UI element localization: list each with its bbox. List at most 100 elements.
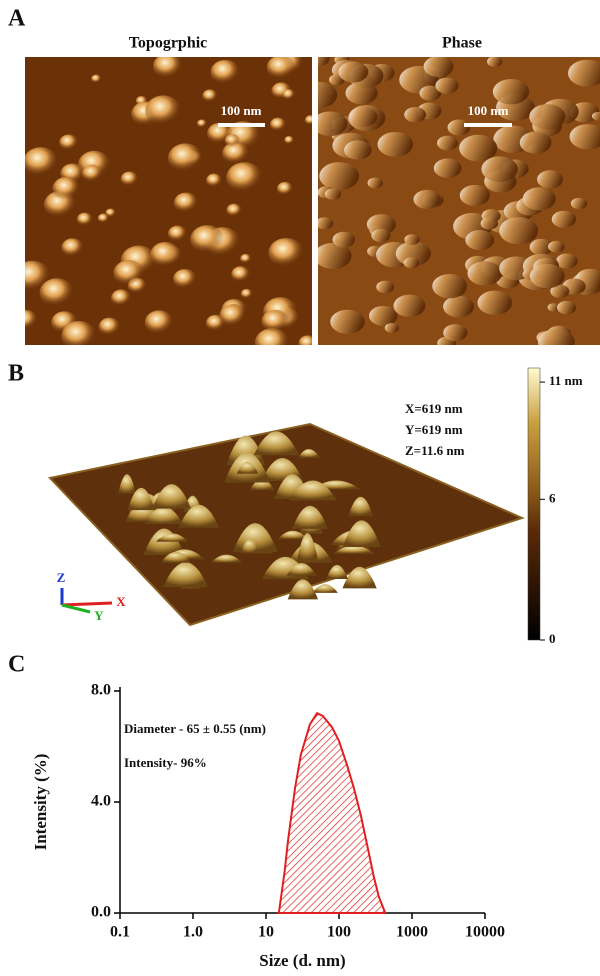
particle [111, 289, 131, 306]
colorbar [528, 368, 540, 640]
image-title: Topogrphic [129, 35, 208, 52]
particle [319, 162, 359, 190]
figure: A Topogrphic Phase 100 nm 100 nm B X=619… [0, 0, 600, 976]
particle [226, 204, 242, 218]
particle [284, 136, 294, 145]
particle [481, 217, 499, 229]
particle [210, 60, 240, 85]
particle [344, 140, 372, 159]
particle [113, 260, 144, 287]
particle [413, 190, 440, 209]
particle [443, 296, 474, 318]
particle [548, 241, 565, 253]
particle [261, 310, 289, 334]
particle [424, 56, 454, 77]
particle [305, 115, 317, 125]
x-tick-label: 100 [327, 924, 351, 941]
particle [350, 107, 378, 127]
particle [270, 118, 287, 132]
particle [105, 208, 116, 217]
colorbar-label: 0 [549, 631, 556, 646]
peak [312, 584, 338, 593]
particle [465, 230, 494, 250]
particle [145, 310, 174, 335]
x-tick-label: 1000 [396, 924, 428, 941]
x-axis-label: Size (d. nm) [259, 951, 345, 970]
panel-label: C [8, 652, 25, 678]
x-tick-label: 0.1 [110, 924, 130, 941]
particle [14, 310, 38, 330]
x-tick-label: 10 [258, 924, 274, 941]
particle [61, 321, 96, 351]
particle [499, 217, 538, 244]
particle [538, 329, 575, 355]
particle [477, 291, 512, 315]
particle [168, 226, 187, 242]
particle [376, 281, 394, 293]
particle [277, 182, 294, 196]
particle [145, 95, 181, 126]
particle [53, 177, 81, 201]
particle [267, 55, 296, 80]
particle [82, 165, 103, 183]
particle [330, 310, 365, 334]
particle [282, 89, 295, 100]
particle [552, 211, 576, 228]
particle [404, 257, 420, 268]
y-axis-label: Intensity (%) [31, 754, 50, 851]
x-tick-label: 10000 [465, 924, 505, 941]
particle [369, 306, 397, 326]
particle [190, 225, 224, 254]
particle [529, 104, 565, 129]
axis-arrow [62, 603, 112, 605]
particle [467, 261, 502, 285]
annotation: Diameter - 65 ± 0.55 (nm) [124, 721, 266, 736]
particle [241, 289, 253, 299]
particle [481, 156, 517, 182]
colorbar-label: 11 nm [549, 373, 583, 388]
particle [530, 264, 565, 288]
particle [121, 171, 139, 186]
particle [393, 295, 425, 317]
dimension: X=619 nm [405, 401, 463, 416]
particle [432, 274, 467, 298]
particle [225, 134, 241, 147]
particle [150, 242, 181, 268]
axis-name: X [116, 594, 126, 609]
particle [537, 170, 563, 188]
particle [435, 78, 458, 94]
particle [368, 178, 383, 189]
y-tick-label: 0.0 [91, 904, 111, 921]
particle [173, 269, 197, 289]
particle [59, 135, 78, 151]
particle [226, 162, 263, 193]
particle [371, 229, 390, 242]
y-tick-label: 4.0 [91, 793, 111, 810]
dimension: Y=619 nm [405, 422, 463, 437]
particle [557, 301, 576, 314]
particle [437, 136, 458, 151]
image-title: Phase [442, 35, 482, 52]
particle [231, 266, 250, 282]
annotation: Intensity- 96% [124, 755, 207, 770]
particle [197, 119, 207, 128]
particle [443, 324, 467, 341]
panel-label: B [8, 361, 24, 387]
axis-arrow [62, 605, 90, 612]
particle [99, 318, 121, 337]
panel-label: A [8, 6, 26, 32]
particle [91, 75, 101, 84]
scale-label: 100 nm [468, 103, 509, 118]
particle [434, 158, 462, 177]
particle [168, 143, 203, 173]
axis-name: Y [94, 608, 104, 623]
axis-name: Z [57, 570, 66, 585]
particle [520, 132, 552, 154]
x-tick-label: 1.0 [183, 924, 203, 941]
colorbar-label: 6 [549, 490, 556, 505]
particle [312, 111, 347, 136]
particle [448, 120, 471, 136]
particle [460, 185, 490, 206]
y-tick-label: 8.0 [91, 682, 111, 699]
particle [493, 79, 529, 104]
